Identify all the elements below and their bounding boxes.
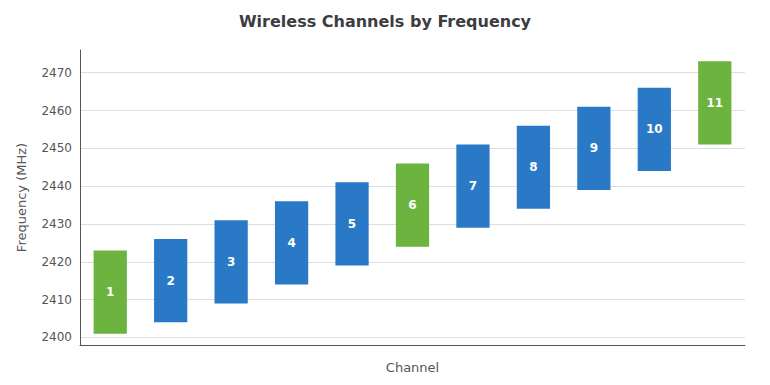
- svg-text:9: 9: [590, 141, 598, 155]
- svg-text:2440: 2440: [41, 179, 72, 193]
- svg-text:2420: 2420: [41, 255, 72, 269]
- svg-text:6: 6: [408, 198, 416, 212]
- svg-text:7: 7: [469, 179, 477, 193]
- svg-text:1: 1: [106, 285, 114, 299]
- svg-text:Wireless Channels by Frequency: Wireless Channels by Frequency: [239, 12, 532, 31]
- svg-text:Channel: Channel: [386, 360, 439, 375]
- svg-text:Frequency (MHz): Frequency (MHz): [14, 143, 29, 252]
- svg-text:3: 3: [227, 255, 235, 269]
- svg-text:2410: 2410: [41, 293, 72, 307]
- svg-text:2460: 2460: [41, 104, 72, 118]
- svg-text:4: 4: [287, 236, 295, 250]
- svg-text:8: 8: [529, 160, 537, 174]
- svg-text:10: 10: [646, 122, 663, 136]
- svg-text:2470: 2470: [41, 66, 72, 80]
- svg-text:2430: 2430: [41, 217, 72, 231]
- svg-text:2: 2: [167, 274, 175, 288]
- svg-text:11: 11: [706, 96, 723, 110]
- svg-text:5: 5: [348, 217, 356, 231]
- svg-text:2450: 2450: [41, 141, 72, 155]
- svg-text:2400: 2400: [41, 330, 72, 344]
